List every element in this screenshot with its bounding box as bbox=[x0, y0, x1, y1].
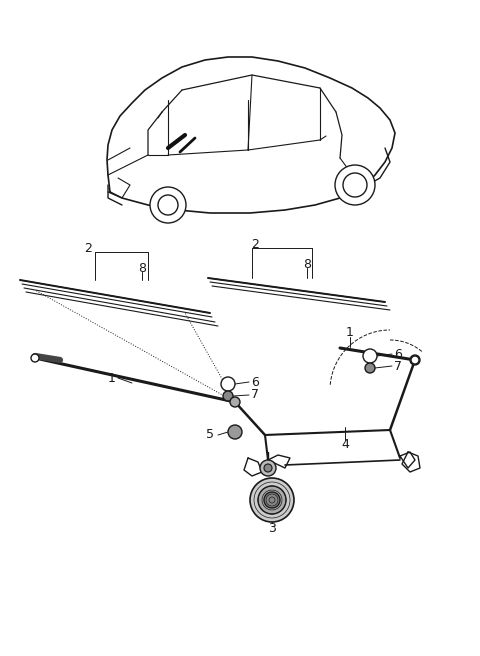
Text: 5: 5 bbox=[206, 428, 214, 441]
Text: 2: 2 bbox=[84, 241, 92, 255]
Text: 7: 7 bbox=[251, 388, 259, 401]
Text: 4: 4 bbox=[341, 438, 349, 451]
Circle shape bbox=[343, 173, 367, 197]
Circle shape bbox=[335, 165, 375, 205]
Text: 6: 6 bbox=[251, 375, 259, 388]
Circle shape bbox=[258, 486, 286, 514]
Circle shape bbox=[221, 377, 235, 391]
Circle shape bbox=[363, 349, 377, 363]
Text: 1: 1 bbox=[108, 371, 116, 384]
Text: 3: 3 bbox=[268, 522, 276, 535]
Circle shape bbox=[158, 195, 178, 215]
Circle shape bbox=[150, 187, 186, 223]
Circle shape bbox=[365, 363, 375, 373]
Text: 1: 1 bbox=[346, 325, 354, 338]
Circle shape bbox=[264, 464, 272, 472]
Circle shape bbox=[223, 391, 233, 401]
Text: 8: 8 bbox=[138, 262, 146, 274]
Circle shape bbox=[260, 460, 276, 476]
Circle shape bbox=[410, 355, 420, 365]
Text: 2: 2 bbox=[251, 237, 259, 251]
Text: 7: 7 bbox=[394, 359, 402, 373]
Text: 8: 8 bbox=[303, 258, 311, 270]
Circle shape bbox=[250, 478, 294, 522]
Text: 6: 6 bbox=[394, 348, 402, 361]
Circle shape bbox=[230, 397, 240, 407]
Circle shape bbox=[228, 425, 242, 439]
Circle shape bbox=[411, 356, 419, 364]
Circle shape bbox=[31, 354, 39, 362]
Circle shape bbox=[264, 492, 280, 508]
